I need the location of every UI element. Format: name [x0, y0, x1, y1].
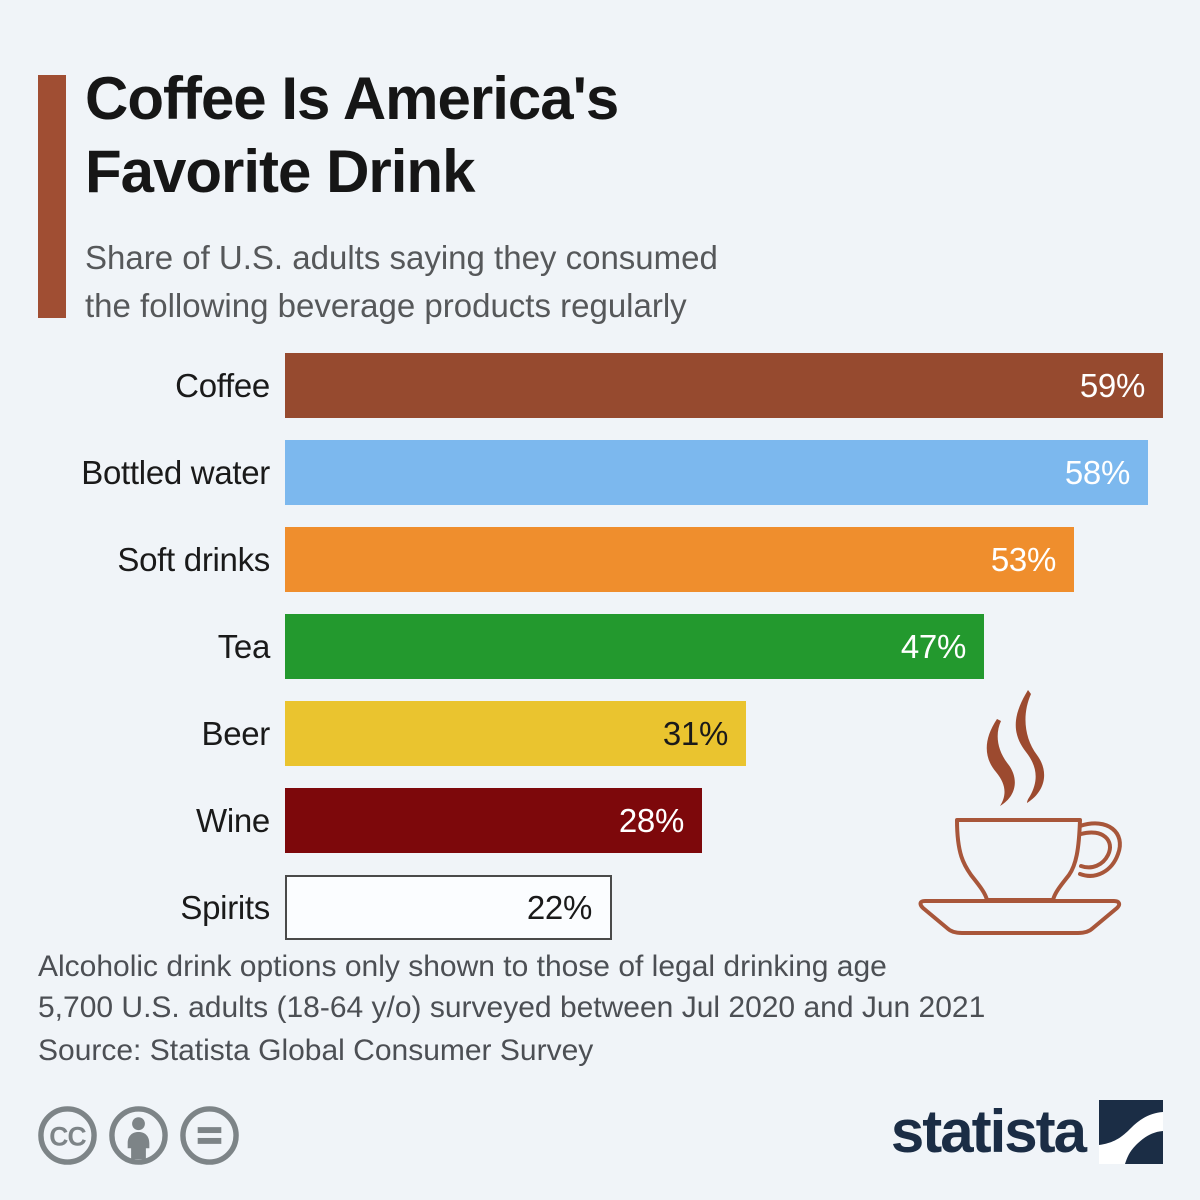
source-note: Source: Statista Global Consumer Survey — [38, 1034, 594, 1067]
nd-equals-icon — [180, 1106, 239, 1165]
bar-beer: 31% — [285, 701, 746, 766]
bar-bottled-water: 58% — [285, 440, 1148, 505]
license-icons: CC — [36, 1104, 241, 1167]
bar-row-spirits: Spirits 22% — [0, 875, 1200, 940]
chart-subtitle-line1: Share of U.S. adults saying they consume… — [85, 239, 718, 276]
bar-row-bottled-water: Bottled water 58% — [0, 440, 1200, 505]
value-label-bottled-water: 58% — [1064, 453, 1130, 491]
bar-row-coffee: Coffee 59% — [0, 353, 1200, 418]
chart-title-line2: Favorite Drink — [85, 138, 475, 205]
chart-subtitle: Share of U.S. adults saying they consume… — [85, 234, 718, 330]
bar-soft-drinks: 53% — [285, 527, 1074, 592]
value-label-soft-drinks: 53% — [990, 540, 1056, 578]
title-accent-bar — [38, 75, 66, 318]
statista-logo: statista — [891, 1100, 1163, 1164]
bar-tea: 47% — [285, 614, 984, 679]
cup-outline — [955, 818, 1082, 902]
value-label-spirits: 22% — [526, 888, 592, 926]
bar-row-soft-drinks: Soft drinks 53% — [0, 527, 1200, 592]
coffee-cup-icon — [918, 690, 1122, 935]
statista-logo-mark — [1099, 1100, 1163, 1164]
by-person-icon — [109, 1106, 168, 1165]
footnotes: Alcoholic drink options only shown to th… — [38, 946, 985, 1071]
chart-title: Coffee Is America's Favorite Drink — [85, 62, 619, 208]
bar-coffee: 59% — [285, 353, 1163, 418]
bar-chart: Coffee 59% Bottled water 58% Soft drinks 53% T… — [0, 353, 1200, 962]
bar-wine: 28% — [285, 788, 702, 853]
steam-icon — [1015, 690, 1045, 803]
chart-title-line1: Coffee Is America's — [85, 65, 619, 132]
category-label-wine: Wine — [196, 801, 270, 839]
value-label-wine: 28% — [618, 801, 684, 839]
category-label-coffee: Coffee — [175, 366, 270, 404]
chart-subtitle-line2: the following beverage products regularl… — [85, 287, 687, 324]
category-label-soft-drinks: Soft drinks — [117, 540, 270, 578]
category-label-tea: Tea — [217, 627, 271, 665]
saucer-outline — [918, 899, 1122, 935]
category-label-beer: Beer — [201, 714, 270, 752]
value-label-coffee: 59% — [1079, 366, 1145, 404]
cup-handle-inner — [1079, 830, 1112, 870]
cup-handle-outer — [1078, 821, 1122, 878]
value-label-tea: 47% — [900, 627, 966, 665]
cc-icon: CC — [38, 1106, 97, 1165]
bar-row-tea: Tea 47% — [0, 614, 1200, 679]
bar-spirits: 22% — [285, 875, 612, 940]
bar-row-beer: Beer 31% — [0, 701, 1200, 766]
value-label-beer: 31% — [662, 714, 728, 752]
svg-text:CC: CC — [49, 1121, 86, 1151]
bar-row-wine: Wine 28% — [0, 788, 1200, 853]
footnote-line1: Alcoholic drink options only shown to th… — [38, 950, 887, 983]
statista-wordmark: statista — [890, 1098, 1087, 1165]
category-label-bottled-water: Bottled water — [81, 453, 270, 491]
category-label-spirits: Spirits — [180, 888, 270, 926]
footnote-line2: 5,700 U.S. adults (18-64 y/o) surveyed b… — [38, 991, 986, 1024]
steam-icon — [986, 719, 1015, 806]
